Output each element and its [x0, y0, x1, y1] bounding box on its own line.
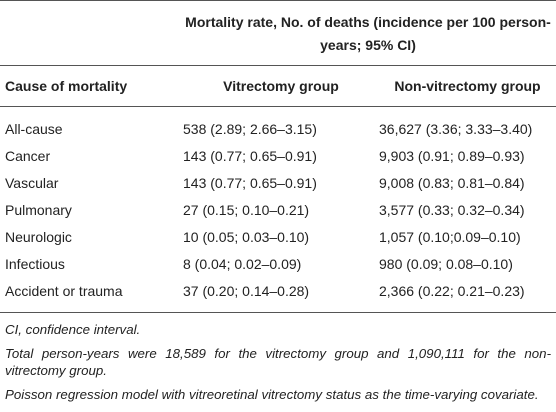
- table-row: All-cause 538 (2.89; 2.66–3.15) 36,627 (3.…: [0, 107, 556, 143]
- footnotes: CI, confidence interval. Total person-yea…: [0, 313, 556, 403]
- table-cell: 27 (0.15; 0.10–0.21): [183, 201, 310, 218]
- table-cell: 9,008 (0.83; 0.81–0.84): [379, 174, 525, 191]
- table-cell: 37 (0.20; 0.14–0.28): [183, 282, 310, 299]
- footnote: Poisson regression model with vitreoreti…: [5, 386, 539, 402]
- table-cell: Vascular: [5, 174, 59, 191]
- table-cell: 143 (0.77; 0.65–0.91): [183, 174, 317, 191]
- table-cell: Neurologic: [5, 228, 72, 245]
- column-header: Cause of mortality: [0, 65, 183, 107]
- table-cell: Cancer: [5, 147, 51, 164]
- column-header: Vitrectomy group: [183, 65, 379, 107]
- table-row: Neurologic 10 (0.05; 0.03–0.10) 1,057 (0.1…: [0, 223, 556, 250]
- table-row: Pulmonary 27 (0.15; 0.10–0.21) 3,577 (0.33…: [0, 196, 556, 223]
- table-cell: 980 (0.09; 0.08–0.10): [379, 255, 513, 272]
- table-row: Vascular 143 (0.77; 0.65–0.91) 9,008 (0.83…: [0, 169, 556, 196]
- table-cell: 36,627 (3.36; 3.33–3.40): [379, 120, 533, 137]
- table-row: Infectious 8 (0.04; 0.02–0.09) 980 (0.09; …: [0, 250, 556, 277]
- table-cell: 3,577 (0.33; 0.32–0.34): [379, 201, 525, 218]
- table-cell: 8 (0.04; 0.02–0.09): [183, 255, 302, 272]
- table-row: Accident or trauma 37 (0.20; 0.14–0.28) 2,…: [0, 277, 556, 313]
- table-cell: 538 (2.89; 2.66–3.15): [183, 120, 317, 137]
- table-body: All-cause 538 (2.89; 2.66–3.15) 36,627 (3.…: [0, 107, 556, 313]
- table-cell: All-cause: [5, 120, 63, 137]
- table-cell: Pulmonary: [5, 201, 72, 218]
- footnote: CI, confidence interval.: [5, 322, 141, 337]
- table-cell: 9,903 (0.91; 0.89–0.93): [379, 147, 525, 164]
- table-cell: 143 (0.77; 0.65–0.91): [183, 147, 317, 164]
- table-cell: 1,057 (0.10;0.09–0.10): [379, 228, 521, 245]
- table-row: Cancer 143 (0.77; 0.65–0.91) 9,903 (0.91; …: [0, 142, 556, 169]
- table-cell: Accident or trauma: [5, 282, 123, 299]
- footnote: Total person-years were 18,589 for the v…: [5, 345, 551, 379]
- table-cell: Infectious: [5, 255, 65, 272]
- table-cell: 2,366 (0.22; 0.21–0.23): [379, 282, 525, 299]
- mortality-table: Mortality rate, No. of deaths (incidence…: [0, 0, 556, 313]
- group-header: Mortality rate, No. of deaths (incidence…: [0, 0, 556, 66]
- column-header: Non-vitrectomy group: [379, 65, 556, 107]
- table-cell: 10 (0.05; 0.03–0.10): [183, 228, 310, 245]
